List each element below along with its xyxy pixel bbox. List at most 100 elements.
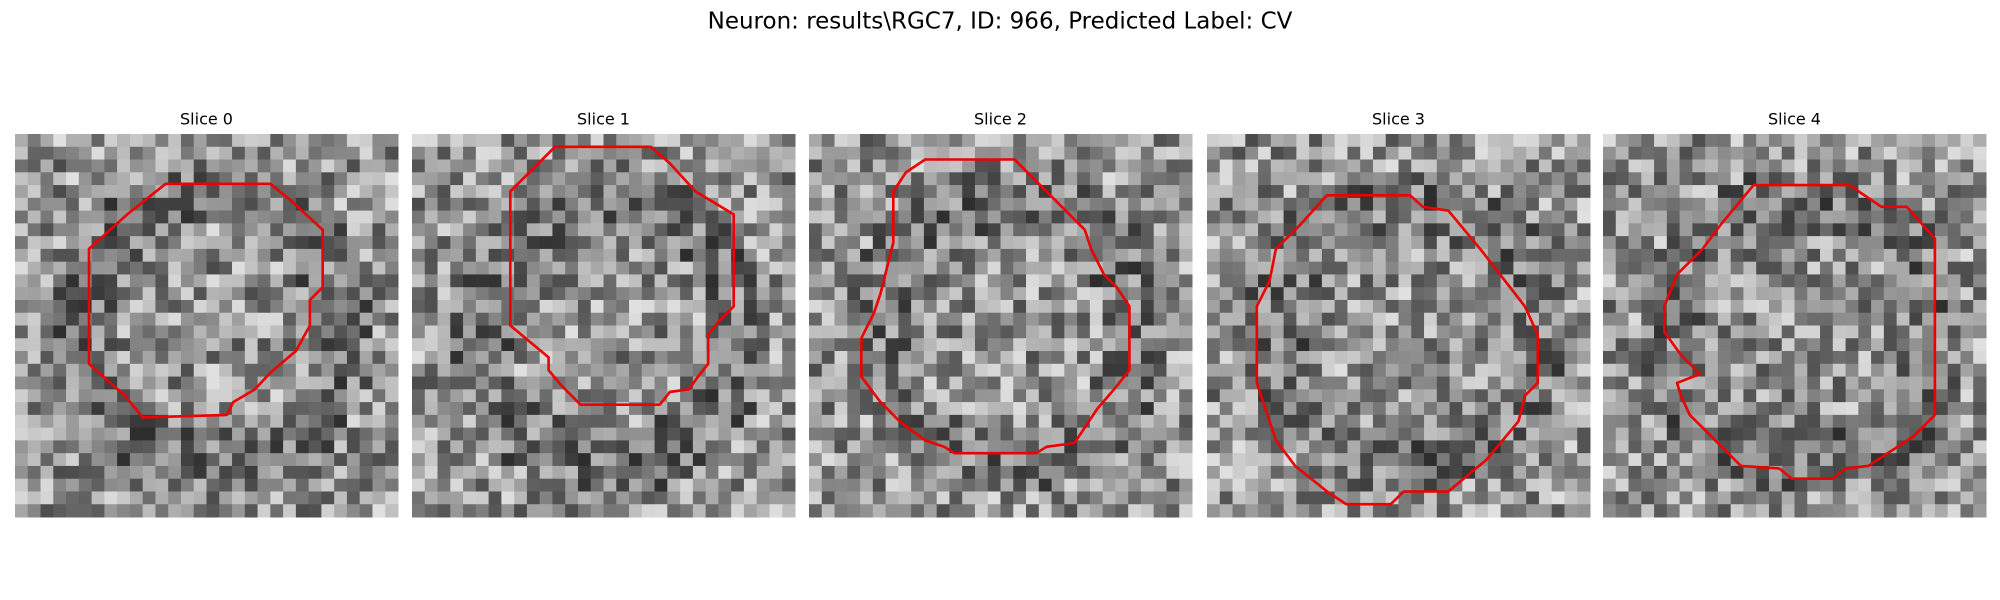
pixel [987,210,1001,224]
pixel [412,351,426,365]
pixel [1258,146,1272,161]
pixel [680,402,694,416]
pixel [1283,440,1297,454]
pixel [1000,440,1014,454]
pixel [1577,478,1591,492]
pixel [359,453,373,467]
pixel [1871,223,1885,237]
pixel [1487,376,1502,390]
pixel [475,312,490,326]
pixel [1000,363,1014,378]
pixel [1372,338,1387,352]
pixel [40,287,54,301]
pixel [193,159,207,173]
pixel [1258,197,1272,212]
pixel [412,299,426,314]
pixel [372,274,386,288]
pixel [346,223,361,237]
pixel [847,210,861,224]
pixel [718,236,732,250]
pixel [308,440,322,454]
pixel [809,299,823,314]
pixel [526,440,541,454]
pixel [1000,402,1014,416]
pixel [385,440,399,454]
pixel [1334,299,1348,314]
pixel [1641,134,1655,148]
pixel [1115,210,1129,224]
pixel [1013,478,1027,492]
pixel [219,325,233,339]
pixel [1449,402,1463,416]
pixel [1500,287,1514,301]
pixel [270,287,284,301]
pixel [1654,146,1668,161]
pixel [911,491,925,505]
pixel [155,312,169,326]
pixel [1947,478,1961,492]
pixel [1128,427,1142,441]
pixel [1219,134,1234,148]
pixel [475,376,490,390]
pixel [705,248,719,263]
pixel [334,287,348,301]
pixel [1756,478,1770,492]
pixel [1360,159,1374,173]
pixel [1909,338,1923,352]
pixel [168,134,182,148]
pixel [117,491,131,505]
pixel [705,453,719,467]
pixel [219,504,233,518]
pixel [936,248,950,263]
pixel [1832,389,1847,403]
pixel [1000,338,1014,352]
pixel [911,210,925,224]
pixel [1487,491,1502,505]
pixel [463,325,477,339]
pixel [1717,376,1732,390]
pixel [756,287,770,301]
pixel [501,312,515,326]
pixel [346,389,361,403]
pixel [412,504,426,518]
pixel [1679,159,1693,173]
pixel [283,134,297,148]
pixel [346,325,361,339]
pixel [1820,402,1834,416]
pixel [27,210,42,224]
pixel [1756,491,1770,505]
pixel [1219,453,1234,467]
pixel [1551,376,1565,390]
pixel [834,172,848,186]
pixel [577,172,592,186]
pixel [1500,351,1514,365]
pixel [872,146,887,161]
pixel [1730,261,1744,275]
pixel [834,223,848,237]
pixel [1692,197,1706,212]
pixel [834,414,848,429]
pixel [1538,376,1553,390]
pixel [372,210,386,224]
pixel [15,389,29,403]
pixel [1077,134,1091,148]
pixel [680,210,694,224]
pixel [692,312,707,326]
pixel [1551,312,1565,326]
pixel [1845,478,1859,492]
pixel [1551,504,1565,518]
pixel [91,491,105,505]
pixel [1360,172,1374,186]
pixel [1858,465,1872,480]
pixel [1666,248,1681,263]
pixel [1283,197,1297,212]
pixel [193,172,207,186]
pixel [129,351,144,365]
pixel [1038,325,1053,339]
pixel [1513,185,1527,199]
pixel [1577,338,1591,352]
pixel [1309,402,1323,416]
pixel [1564,351,1578,365]
pixel [1270,185,1285,199]
pixel [539,210,553,224]
